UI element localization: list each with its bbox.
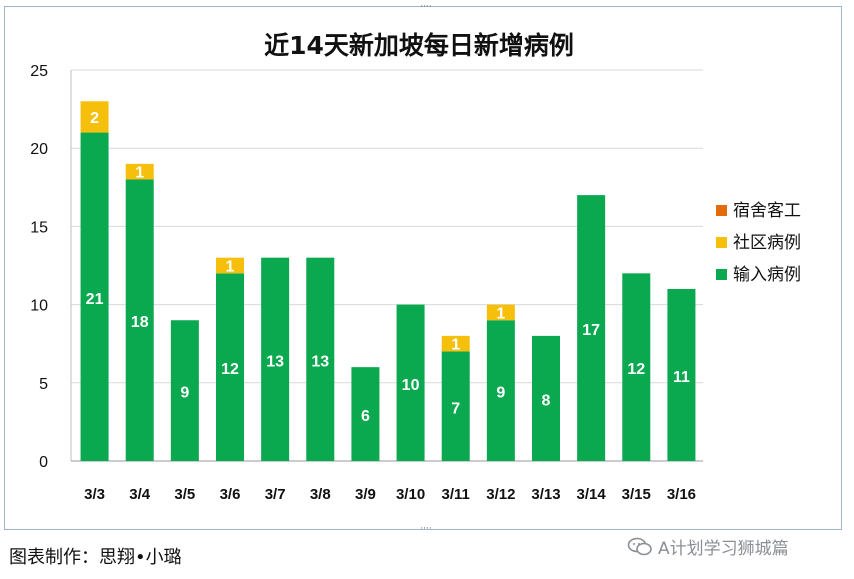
data-label: 7 [451, 400, 460, 417]
bar-segment [486, 320, 515, 461]
bar-segment [170, 320, 199, 461]
x-tick-label: 3/6 [220, 486, 241, 503]
legend-swatch [716, 205, 727, 216]
bar-segment [261, 257, 290, 461]
data-label: 1 [226, 259, 235, 276]
y-tick-label: 25 [30, 63, 48, 80]
x-tick-label: 3/16 [667, 486, 696, 503]
y-tick-label: 0 [39, 454, 48, 471]
data-label: 12 [627, 361, 645, 378]
y-tick-label: 20 [30, 141, 48, 158]
bar-segment [306, 257, 335, 461]
bar-segment [125, 163, 154, 180]
bar-segment [216, 257, 244, 274]
chart-title: 近14天新加坡每日新增病例 [264, 31, 574, 60]
data-label: 18 [131, 314, 149, 331]
bar-segment [441, 335, 470, 352]
x-tick-label: 3/8 [310, 486, 331, 503]
resize-handle: ···· [420, 524, 431, 530]
data-label: 1 [135, 165, 144, 182]
bar-segment [396, 304, 425, 461]
chart-frame [4, 6, 842, 530]
x-tick-label: 3/9 [355, 486, 376, 503]
x-tick-label: 3/3 [84, 486, 105, 503]
watermark: A计划学习狮城篇 [627, 534, 789, 559]
bar-segment [532, 335, 560, 461]
bar-segment [351, 367, 380, 461]
legend-swatch [716, 269, 727, 280]
x-tick-label: 3/11 [442, 486, 470, 503]
x-tick-label: 3/10 [396, 486, 425, 503]
y-tick-label: 5 [39, 376, 48, 393]
chart-credit: 图表制作：思翔•小璐 [9, 547, 182, 568]
legend-label: 宿舍客工 [733, 201, 801, 221]
y-tick-label: 15 [30, 219, 48, 236]
bar-segment [622, 273, 651, 461]
chart-svg: 05101520252123/31813/493/51213/6133/7133… [30, 2, 801, 530]
x-tick-label: 3/13 [531, 486, 560, 503]
data-label: 2 [90, 110, 99, 127]
data-label: 11 [673, 369, 690, 386]
bar-segment [667, 288, 696, 461]
bar-segment [441, 351, 470, 461]
data-label: 12 [221, 361, 239, 378]
data-label: 8 [542, 392, 551, 409]
data-label: 1 [496, 305, 505, 322]
x-tick-label: 3/14 [577, 486, 607, 503]
watermark-label: A计划学习狮城篇 [658, 539, 789, 559]
data-label: 9 [180, 385, 189, 402]
bar-segment [577, 195, 606, 461]
bar-segment [486, 304, 515, 321]
data-label: 1 [451, 337, 460, 354]
x-tick-label: 3/7 [265, 486, 286, 503]
data-label: 17 [582, 322, 600, 339]
legend-label: 输入病例 [733, 265, 801, 285]
bar-segment [80, 132, 109, 461]
x-tick-label: 3/15 [622, 486, 651, 503]
bar-segment [125, 179, 154, 462]
bar-segment [216, 273, 244, 461]
resize-handle: ···· [420, 2, 431, 12]
data-label: 13 [266, 353, 284, 370]
y-tick-label: 10 [30, 298, 48, 315]
data-label: 13 [311, 353, 329, 370]
data-label: 10 [402, 377, 420, 394]
data-label: 21 [86, 291, 104, 308]
legend-label: 社区病例 [733, 233, 801, 253]
data-label: 9 [496, 385, 505, 402]
bar-segment [80, 101, 109, 133]
legend-swatch [716, 237, 727, 248]
data-label: 6 [361, 408, 370, 425]
x-tick-label: 3/5 [174, 486, 195, 503]
x-tick-label: 3/4 [129, 486, 151, 503]
x-tick-label: 3/12 [486, 486, 515, 503]
wechat-icon [627, 537, 652, 555]
